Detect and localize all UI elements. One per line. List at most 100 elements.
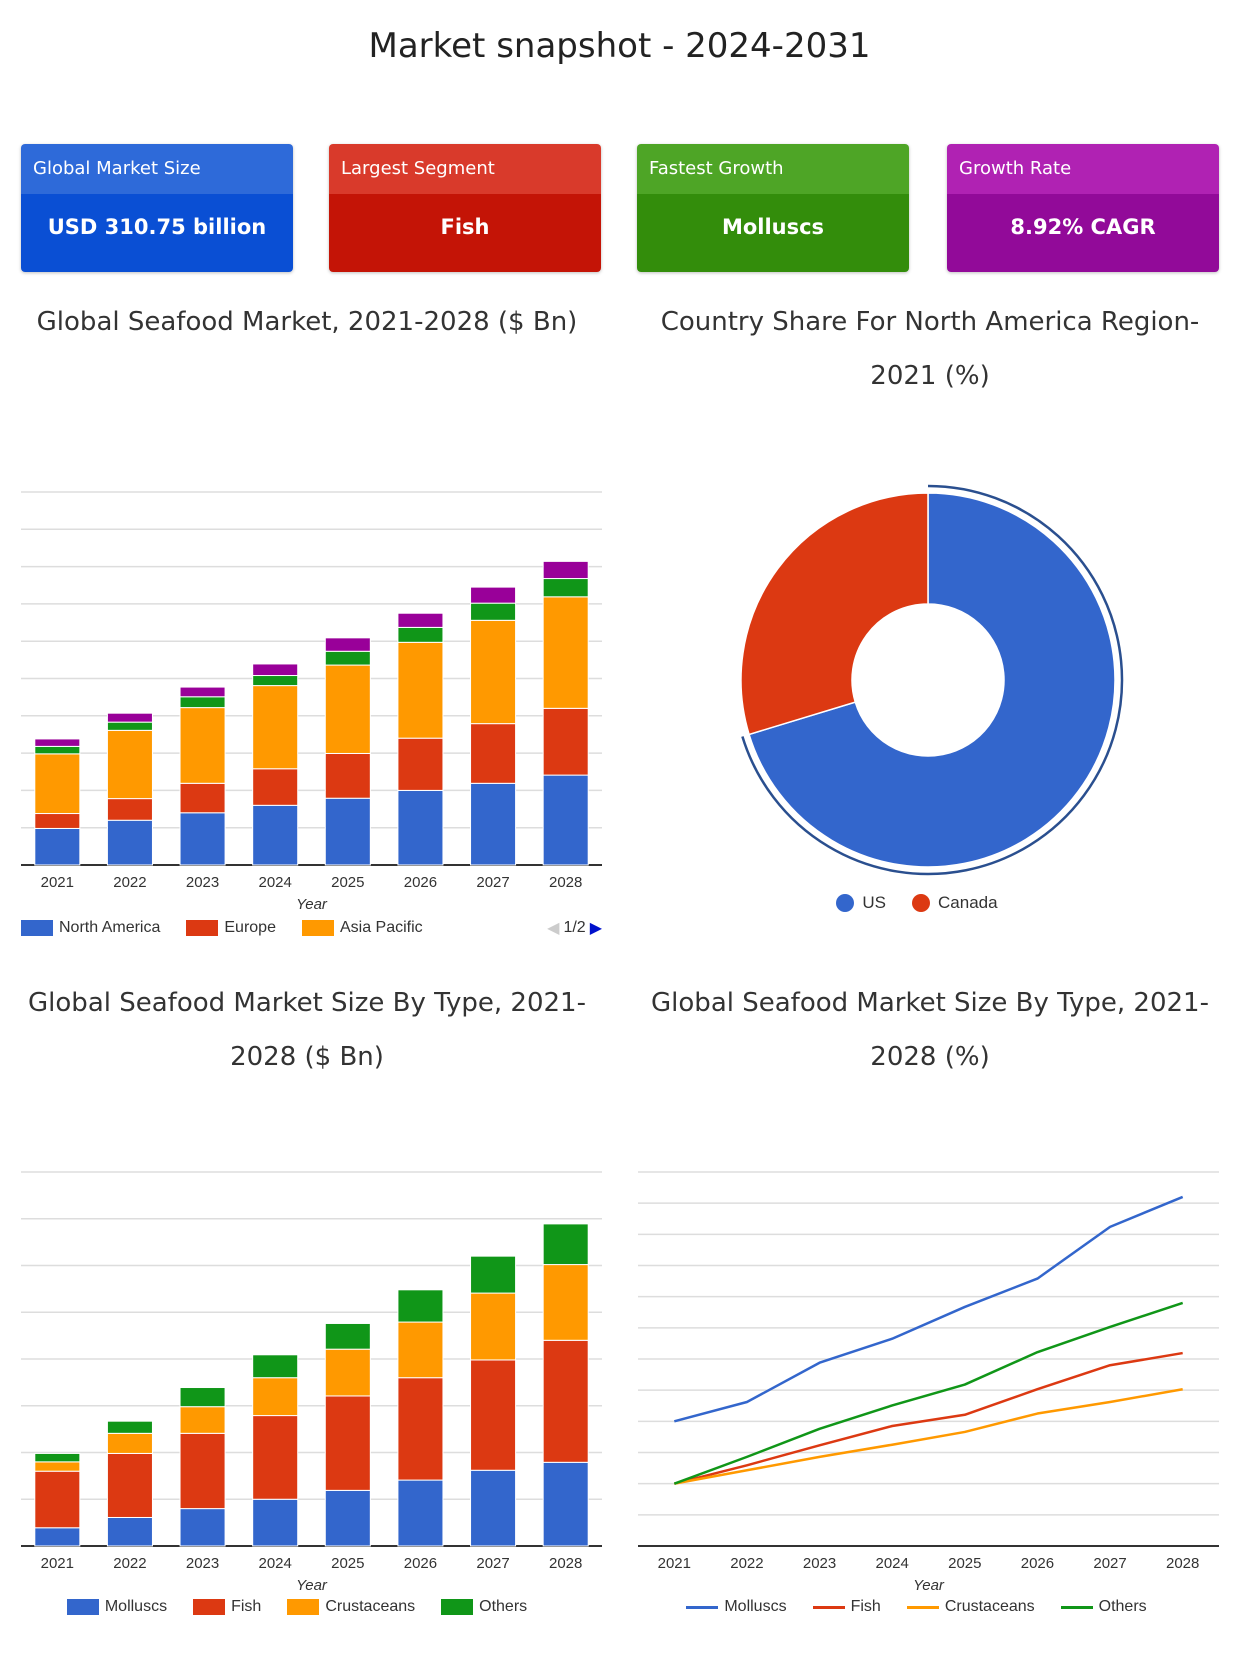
legend-item[interactable]: US xyxy=(836,893,886,913)
card-value: USD 310.75 billion xyxy=(21,194,293,272)
legend-dot xyxy=(836,894,855,912)
bar-segment xyxy=(397,737,444,791)
bar-segment xyxy=(542,596,589,709)
bar-segment xyxy=(179,812,226,866)
bar-segment xyxy=(470,586,517,604)
bar-segment xyxy=(324,1322,371,1350)
legend-item[interactable]: Crustaceans xyxy=(287,1598,415,1616)
x-tick-label: 2021 xyxy=(41,1555,74,1572)
legend-swatch xyxy=(287,1599,320,1615)
x-tick-label: 2023 xyxy=(803,1555,836,1572)
legend-item[interactable]: Asia Pacific xyxy=(301,919,423,937)
legend-item[interactable]: Fish xyxy=(193,1598,261,1616)
legend-line xyxy=(906,1605,939,1609)
legend-item[interactable]: Crustaceans xyxy=(906,1598,1035,1616)
bar-segment xyxy=(34,827,81,866)
bar-segment xyxy=(252,1377,299,1417)
legend-item[interactable]: Fish xyxy=(812,1598,881,1616)
legend-item[interactable]: Molluscs xyxy=(686,1598,787,1616)
x-tick-label: 2027 xyxy=(1093,1555,1126,1572)
bar-segment xyxy=(542,707,589,776)
card-value: Fish xyxy=(329,194,601,272)
legend-label: Molluscs xyxy=(724,1598,787,1615)
regional-legend: North America Europe Asia Pacific ◀ 1/2 … xyxy=(21,918,602,938)
series-line xyxy=(673,1301,1184,1485)
bar-segment xyxy=(324,1348,371,1397)
legend-line xyxy=(812,1605,845,1609)
legend-item[interactable]: North America xyxy=(21,919,160,937)
legend-item[interactable]: Europe xyxy=(186,919,276,937)
bar-segment xyxy=(252,675,299,687)
bar-segment xyxy=(252,685,299,770)
bar-segment xyxy=(106,721,153,731)
card-global-market-size: Global Market Size USD 310.75 billion xyxy=(21,144,293,272)
card-label: Largest Segment xyxy=(329,144,601,194)
bar-segment xyxy=(34,1452,81,1463)
legend-item[interactable]: Canada xyxy=(912,893,998,913)
chart-title-type-pct: Global Seafood Market Size By Type, 2021… xyxy=(651,988,1209,1072)
bar-segment xyxy=(34,1470,81,1529)
legend-pagination: ◀ 1/2 ▶ xyxy=(547,918,602,938)
bar-segment xyxy=(106,1452,153,1518)
card-label: Growth Rate xyxy=(947,144,1219,194)
legend-label: US xyxy=(862,893,887,912)
bar-segment xyxy=(324,797,371,866)
bar-segment xyxy=(324,752,371,799)
bar-segment xyxy=(470,1255,517,1294)
x-axis-label: Year xyxy=(296,1577,328,1594)
bar-segment xyxy=(397,1377,444,1481)
bar-segment xyxy=(324,1489,371,1547)
bar-segment xyxy=(470,619,517,725)
bar-segment xyxy=(179,1387,226,1408)
donut-slice xyxy=(740,492,929,736)
series-line xyxy=(674,1388,1183,1485)
x-tick-label: 2027 xyxy=(476,1555,509,1572)
legend-item[interactable]: Others xyxy=(1060,1598,1147,1616)
bar-segment xyxy=(470,782,517,866)
x-tick-label: 2022 xyxy=(113,874,146,891)
bar-segment xyxy=(106,729,153,800)
card-fastest-growth: Fastest Growth Molluscs xyxy=(637,144,909,272)
legend-swatch xyxy=(21,920,53,936)
bar-segment xyxy=(542,1339,589,1463)
page-title: Market snapshot - 2024-2031 xyxy=(368,26,871,66)
bar-segment xyxy=(324,637,371,652)
x-tick-label: 2026 xyxy=(1021,1555,1054,1572)
card-label: Global Market Size xyxy=(21,144,293,194)
card-largest-segment: Largest Segment Fish xyxy=(329,144,601,272)
legend-label: North America xyxy=(59,919,161,936)
legend-page-number: 1/2 xyxy=(563,919,586,936)
bar-segment xyxy=(542,1461,589,1547)
chart-title-country-share: Country Share For North America Region- … xyxy=(660,307,1200,391)
bar-segment xyxy=(252,1415,299,1500)
donut-legend: US Canada xyxy=(640,893,1220,913)
x-tick-label: 2025 xyxy=(948,1555,981,1572)
bar-segment xyxy=(324,1395,371,1491)
legend-next-icon[interactable]: ▶ xyxy=(589,920,602,937)
legend-item[interactable]: Molluscs xyxy=(66,1598,167,1616)
x-tick-label: 2025 xyxy=(331,1555,364,1572)
bar-segment xyxy=(106,1516,153,1547)
bar-segment xyxy=(470,1359,517,1471)
legend-item[interactable]: Others xyxy=(441,1598,527,1616)
bar-segment xyxy=(397,1321,444,1379)
slice-highlight-ring xyxy=(741,484,1124,876)
legend-prev-icon[interactable]: ◀ xyxy=(547,920,560,937)
legend-label: Crustaceans xyxy=(944,1598,1035,1615)
x-tick-label: 2027 xyxy=(476,874,509,891)
bar-segment xyxy=(397,612,444,628)
x-axis-label: Year xyxy=(296,896,328,913)
legend-label: Crustaceans xyxy=(325,1598,416,1615)
legend-label: Fish xyxy=(231,1598,262,1615)
type-line-chart: 2021 2022 2023 2024 2025 2026 2027 2028 Year xyxy=(638,1171,1219,1594)
regional-bar-chart: 2021 2022 2023 2024 2025 2026 2027 2028 Year xyxy=(21,491,602,913)
chart-title-type-bn: Global Seafood Market Size By Type, 2021… xyxy=(28,988,586,1072)
bar-segment xyxy=(106,798,153,821)
x-tick-label: 2023 xyxy=(186,874,219,891)
legend-label: Fish xyxy=(850,1598,881,1615)
bar-segment xyxy=(106,819,153,866)
x-tick-label: 2021 xyxy=(658,1555,691,1572)
country-share-donut-chart xyxy=(740,484,1124,876)
legend-swatch xyxy=(186,920,219,936)
bar-segment xyxy=(542,560,589,580)
